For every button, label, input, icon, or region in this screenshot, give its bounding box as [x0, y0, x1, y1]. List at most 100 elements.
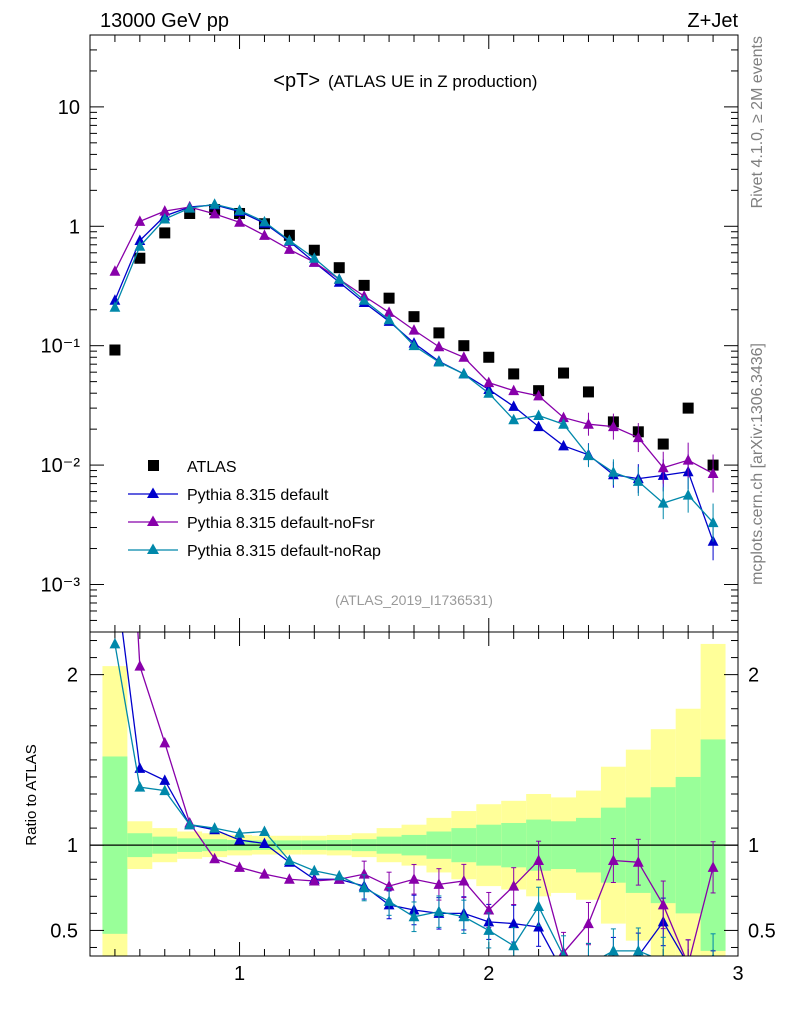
- ratio-point-2: [408, 910, 420, 922]
- ratio-point-1: [433, 878, 445, 889]
- data-point-1: [533, 420, 545, 432]
- ratio-y-axis-label: Ratio to ATLAS: [23, 744, 40, 845]
- header-left-label: 13000 GeV pp: [100, 10, 229, 32]
- data-point-3: [607, 466, 619, 477]
- ratio-point-2: [184, 818, 196, 830]
- data-point-atlas: [333, 262, 345, 274]
- legend-label-nofsr: Pythia 8.315 default-noFsr: [187, 515, 375, 532]
- ratio-point-0: [583, 959, 594, 970]
- data-point-2: [383, 306, 395, 317]
- legend-label-atlas: ATLAS: [187, 459, 237, 476]
- data-point-atlas: [682, 402, 694, 414]
- data-point-2: [433, 340, 445, 352]
- data-point-2: [583, 418, 594, 429]
- ratio-point-0: [259, 837, 270, 848]
- ratio-point-1: [583, 917, 594, 929]
- ratio-point-2: [209, 822, 221, 833]
- ratio-point-1: [607, 854, 619, 866]
- ratio-panel-frame: [89, 631, 739, 957]
- ratio-point-1: [458, 874, 470, 886]
- ratio-point-2: [283, 854, 295, 866]
- data-point-atlas: [508, 368, 520, 380]
- ratio-y-tick-label: 1: [67, 835, 78, 857]
- ratio-y-tick-label: 0.5: [50, 920, 78, 942]
- data-point-3: [433, 356, 445, 367]
- data-point-3: [333, 273, 345, 284]
- main-panel: 10 1 10⁻¹ 10⁻² 10⁻³ <pT> (ATLAS UE in Z prod…: [41, 34, 739, 633]
- data-point-1: [558, 439, 569, 451]
- ratio-point-2: [483, 924, 495, 935]
- data-point-3: [508, 413, 520, 425]
- ratio-y-tick-label-right: 2: [748, 665, 759, 687]
- data-point-3: [159, 213, 171, 224]
- ratio-point-2: [308, 864, 320, 876]
- ratio-point-0: [508, 917, 520, 929]
- ratio-point-1: [259, 868, 270, 879]
- ratio-y-tick-label: 2: [67, 665, 78, 687]
- ratio-point-2: [109, 637, 121, 649]
- legend-marker-norap: [147, 543, 159, 554]
- data-point-3: [209, 198, 221, 209]
- ratio-point-1: [283, 873, 295, 884]
- data-point-3: [408, 339, 420, 351]
- ratio-point-1: [508, 880, 520, 891]
- y-tick-label: 10⁻³: [41, 574, 81, 596]
- data-point-3: [234, 204, 245, 215]
- plot-title-sub: (ATLAS UE in Z production): [328, 72, 537, 91]
- ratio-point-2: [333, 869, 345, 881]
- ratio-point-0: [234, 834, 245, 845]
- data-point-2: [234, 216, 245, 227]
- ratio-y-tick-label-right: 1: [748, 835, 759, 857]
- ratio-point-1: [632, 856, 644, 867]
- ratio-point-2: [662, 955, 664, 956]
- ratio-point-2: [383, 895, 395, 906]
- data-point-3: [308, 252, 320, 263]
- ratio-panel: 0.5 0.5 1 1 2 2 1 2 3 Ratio to ATLAS: [23, 631, 776, 985]
- data-point-2: [682, 454, 694, 465]
- data-point-2: [508, 384, 520, 396]
- data-point-2: [283, 243, 295, 254]
- data-point-3: [657, 497, 669, 508]
- header-right-label: Z+Jet: [687, 10, 738, 32]
- ratio-point-2: [560, 950, 567, 956]
- ratio-point-2: [632, 944, 644, 956]
- y-tick-label: 10⁻²: [41, 455, 81, 477]
- data-point-3: [558, 418, 569, 429]
- ratio-point-1: [134, 660, 146, 671]
- ratio-point-2: [159, 784, 171, 796]
- data-point-2: [109, 265, 121, 276]
- data-point-3: [583, 449, 594, 461]
- data-point-2: [134, 215, 146, 226]
- ratio-point-2: [607, 944, 619, 956]
- ratio-point-1: [234, 861, 245, 872]
- x-tick-label: 2: [483, 963, 494, 985]
- ratio-point-1: [159, 736, 171, 748]
- data-point-atlas: [308, 244, 320, 256]
- data-point-atlas: [458, 340, 470, 352]
- analysis-id-label: (ATLAS_2019_I1736531): [335, 592, 493, 608]
- data-point-atlas: [109, 344, 121, 356]
- data-point-atlas: [159, 227, 171, 239]
- data-point-3: [533, 409, 545, 421]
- ratio-point-1: [358, 868, 370, 879]
- ratio-point-0: [708, 970, 719, 981]
- ratio-point-2: [508, 939, 520, 951]
- data-point-3: [109, 301, 121, 312]
- ratio-point-2: [533, 900, 545, 912]
- data-point-2: [707, 467, 719, 479]
- mcplots-reference-label: mcplots.cern.ch [arXiv:1306.3436]: [749, 343, 766, 585]
- x-tick-label: 1: [234, 963, 245, 985]
- data-point-2: [607, 420, 619, 432]
- ratio-point-0: [683, 959, 694, 970]
- ratio-point-1: [657, 898, 669, 910]
- ratio-point-2: [711, 953, 715, 956]
- ratio-point-2: [134, 781, 146, 792]
- legend-marker-nofsr: [147, 515, 159, 526]
- y-tick-label: 10: [58, 97, 80, 119]
- data-point-2: [408, 324, 420, 335]
- legend-label-norap: Pythia 8.315 default-noRap: [187, 543, 381, 560]
- ratio-y-tick-label-right: 0.5: [748, 920, 776, 942]
- y-tick-label: 10⁻¹: [41, 336, 81, 358]
- x-tick-label: 3: [732, 963, 743, 985]
- data-point-3: [383, 313, 395, 325]
